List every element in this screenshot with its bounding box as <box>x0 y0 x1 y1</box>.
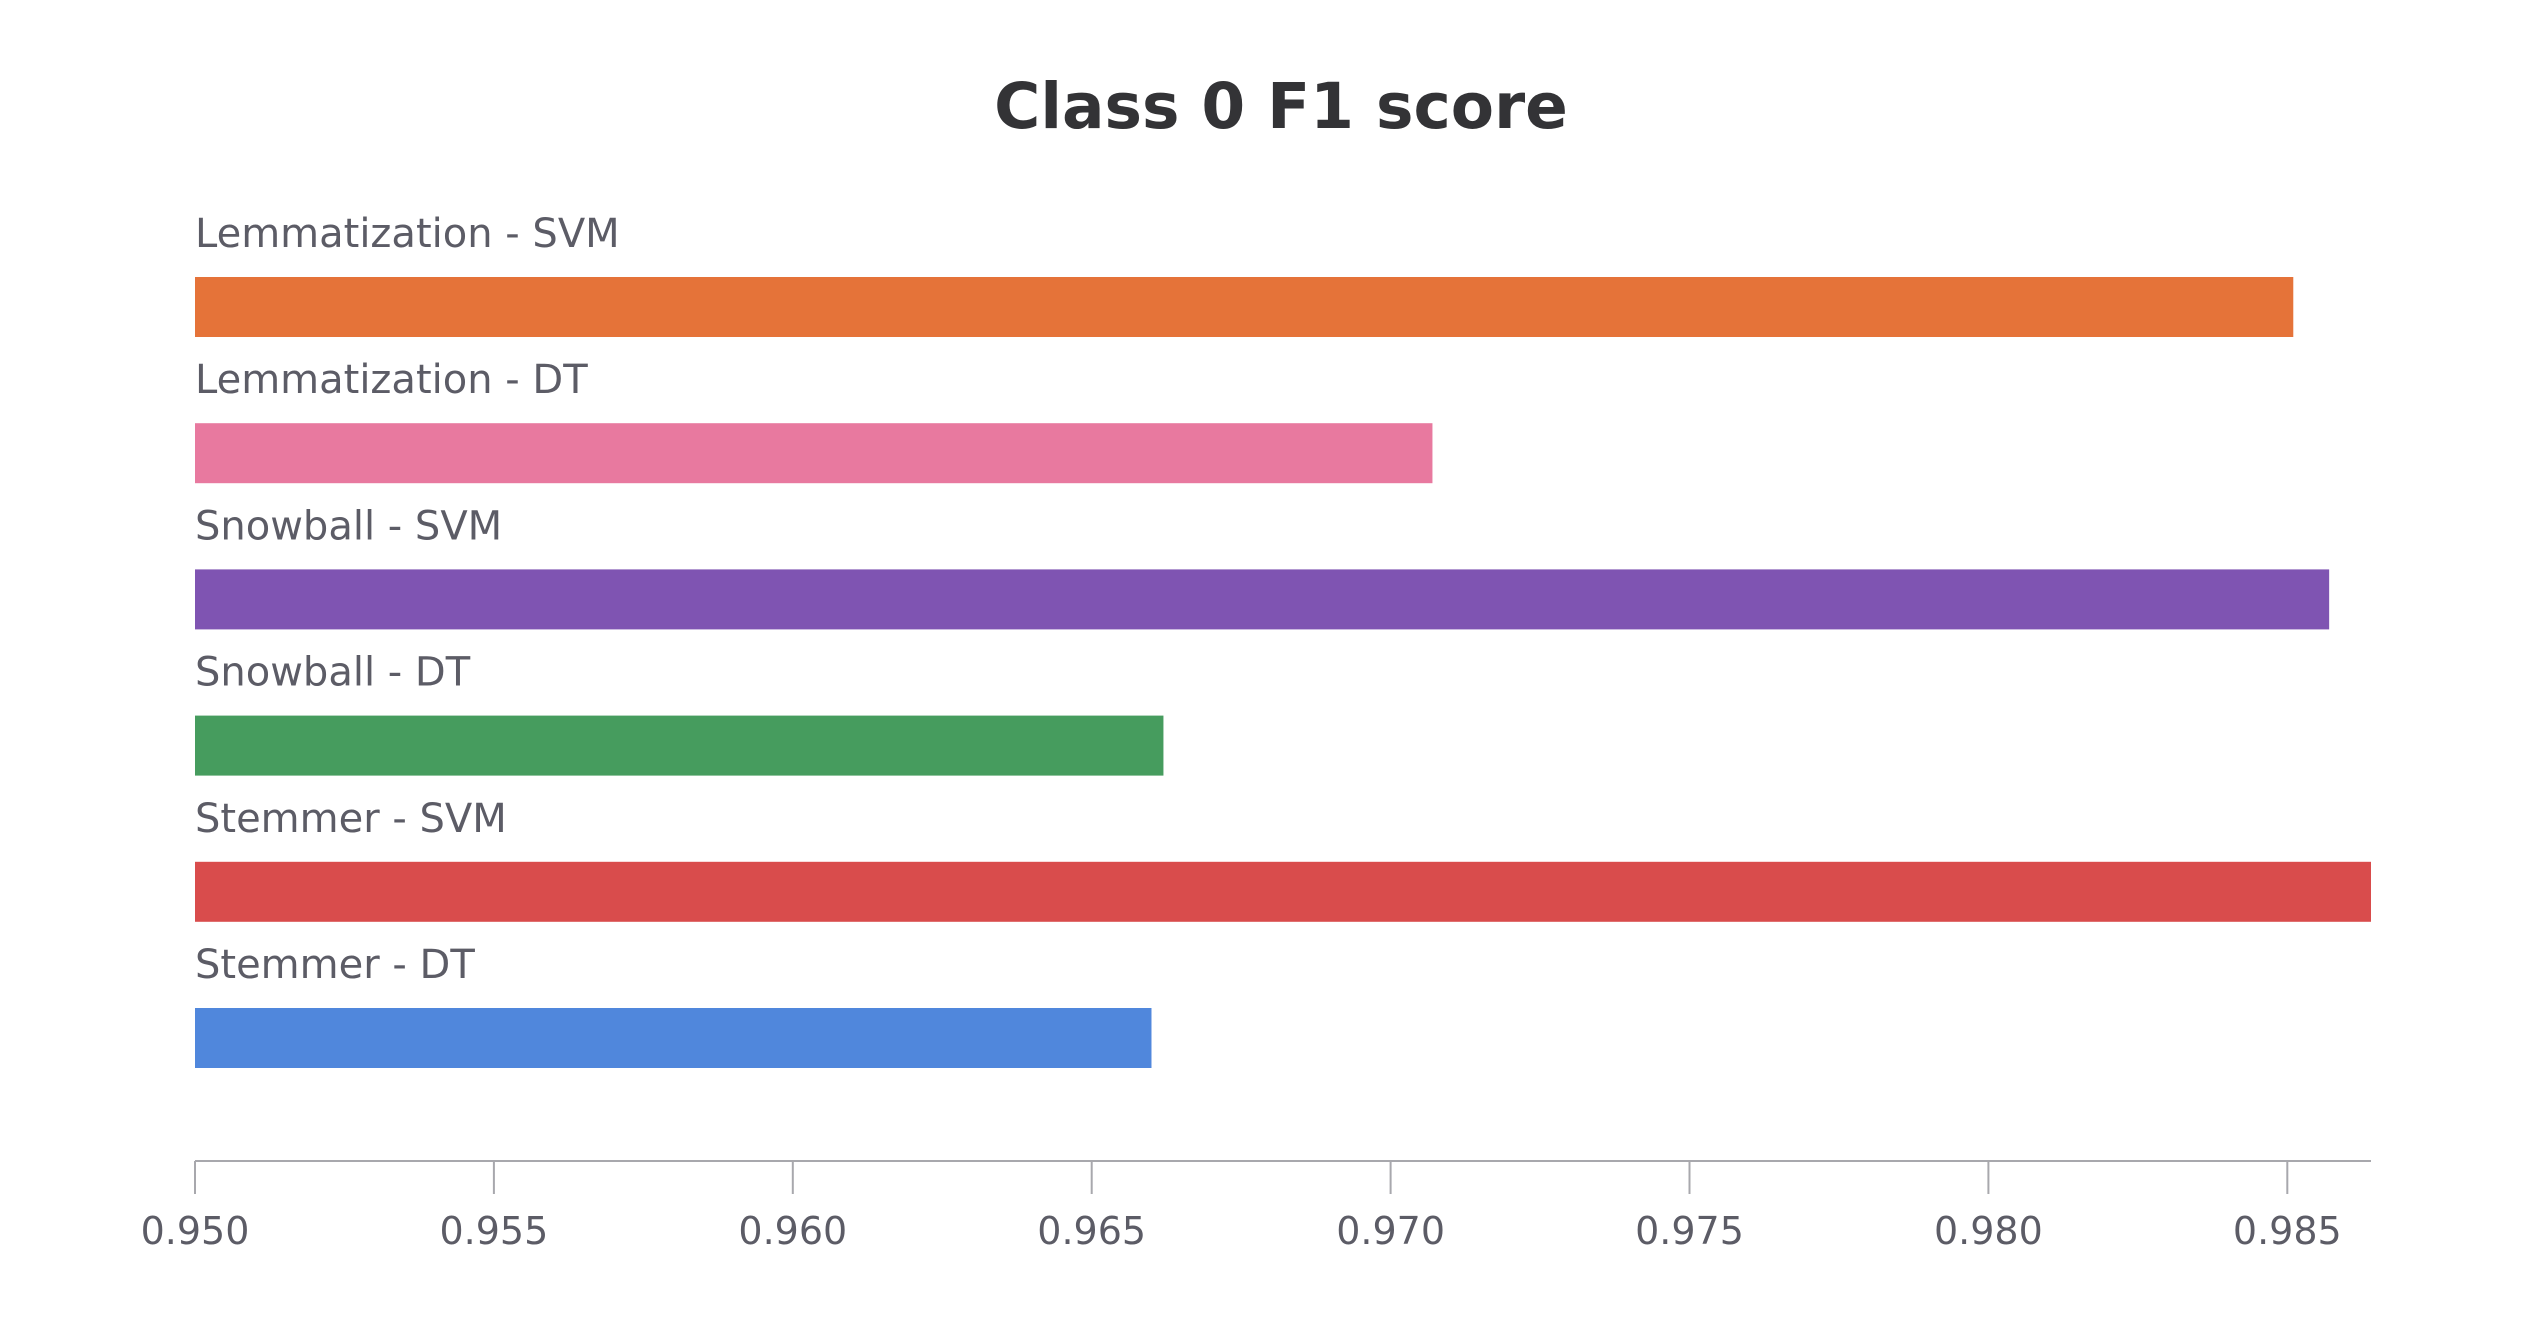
bar-label: Snowball - SVM <box>195 503 502 549</box>
x-tick-label: 0.960 <box>738 1209 847 1253</box>
bar-label: Stemmer - SVM <box>195 796 507 842</box>
bar-label: Snowball - DT <box>195 650 471 696</box>
bar <box>195 861 2371 922</box>
bar <box>195 569 2330 630</box>
x-axis: 0.950 0.955 0.960 0.965 0.970 0.975 0.980 0.985 <box>141 1160 2371 1253</box>
bars-group: Lemmatization - SVM Lemmatization - DT Sno… <box>195 211 2371 1068</box>
bar <box>195 715 1164 776</box>
chart-title: Class 0 F1 score <box>994 70 1568 143</box>
x-tick-label: 0.955 <box>440 1209 549 1253</box>
x-tick-label: 0.980 <box>1934 1209 2043 1253</box>
bar <box>195 1008 1152 1068</box>
bar <box>195 423 1433 484</box>
x-tick-label: 0.950 <box>141 1209 250 1253</box>
bar-label: Lemmatization - SVM <box>195 211 620 257</box>
x-tick-label: 0.965 <box>1037 1209 1146 1253</box>
x-tick-label: 0.970 <box>1336 1209 1445 1253</box>
bar-label: Stemmer - DT <box>195 942 475 988</box>
x-tick-label: 0.985 <box>2233 1209 2342 1253</box>
x-tick-label: 0.975 <box>1635 1209 1744 1253</box>
bar <box>195 277 2294 337</box>
bar-label: Lemmatization - DT <box>195 357 588 403</box>
